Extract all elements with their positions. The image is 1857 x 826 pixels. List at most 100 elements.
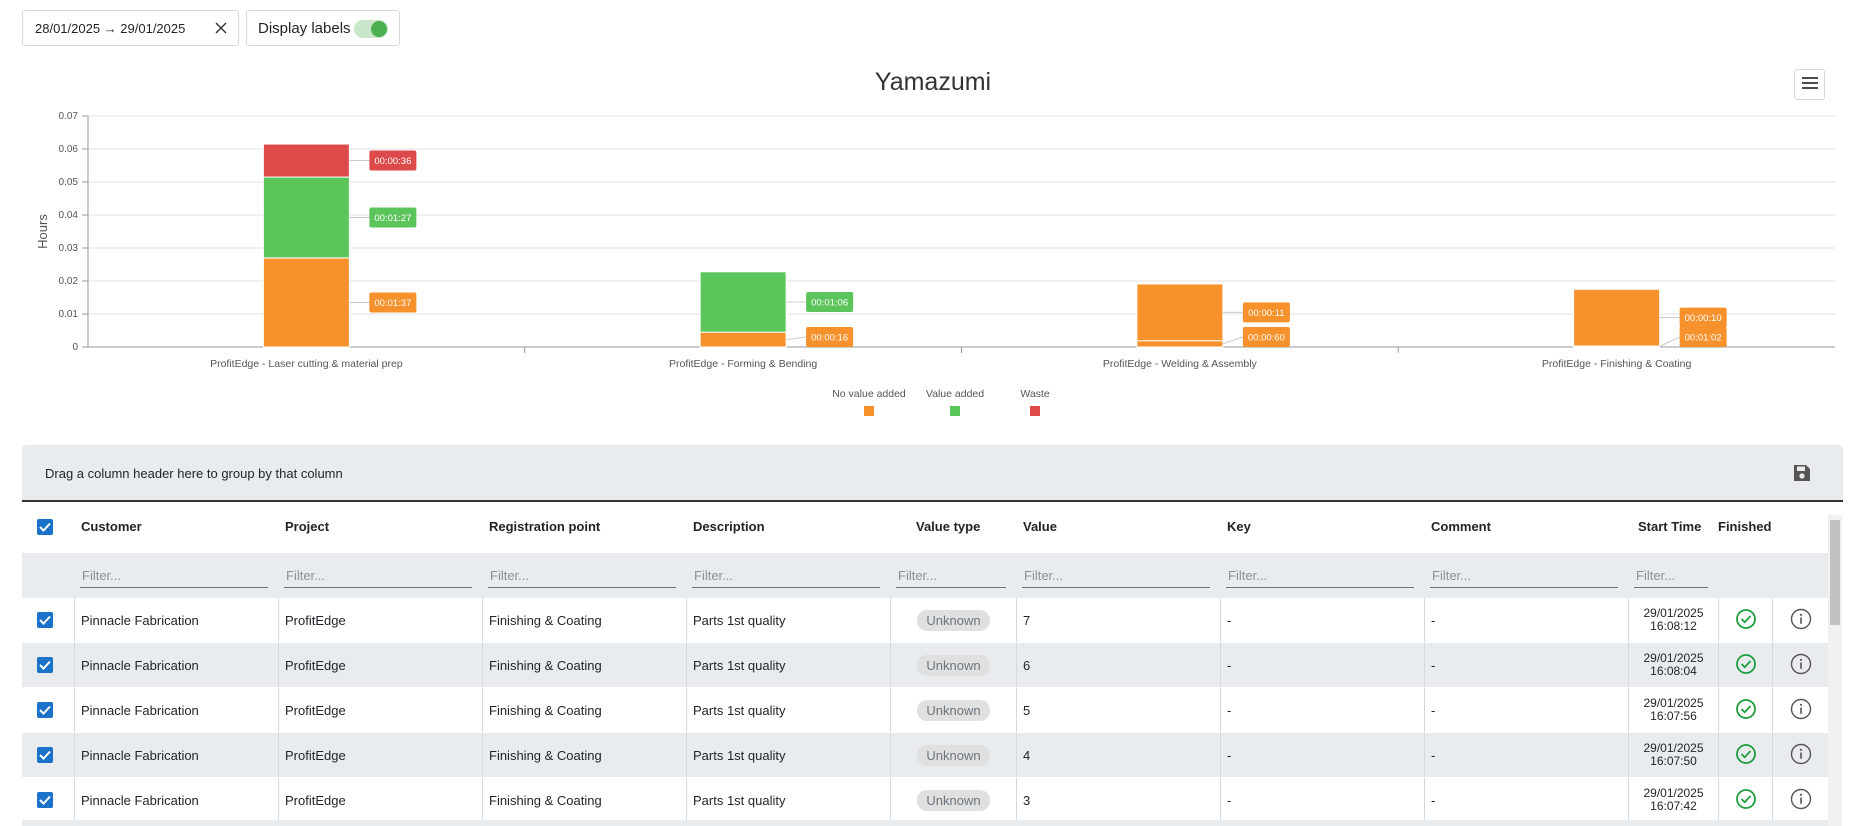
column-header-label: Value: [1023, 519, 1057, 534]
filter-input-value-type[interactable]: [896, 563, 1006, 588]
cell-text: Parts 1st quality: [693, 702, 786, 718]
cell-text: Parts 1st quality: [693, 747, 786, 763]
cell-start-time: 29/01/2025 16:07:42: [1628, 778, 1718, 822]
cell-text: -: [1431, 657, 1436, 673]
cell-key: -: [1220, 688, 1424, 732]
scrollbar-thumb[interactable]: [1830, 520, 1840, 625]
grid-scrollbar[interactable]: [1828, 515, 1842, 826]
info-icon[interactable]: [1790, 698, 1812, 723]
column-header-key[interactable]: Key: [1221, 504, 1425, 549]
value-type-badge: Unknown: [917, 699, 990, 721]
cell-text: 7: [1023, 612, 1031, 628]
filter-input-customer[interactable]: [80, 563, 268, 588]
cell-text: Finishing & Coating: [489, 612, 602, 628]
filter-input-start[interactable]: [1634, 563, 1708, 588]
table-row[interactable]: Pinnacle Fabrication ProfitEdge Finishing …: [22, 778, 1828, 823]
cell-project: ProfitEdge: [278, 688, 482, 732]
cell-text: Finishing & Coating: [489, 657, 602, 673]
row-checkbox[interactable]: [37, 702, 53, 718]
filter-input-value[interactable]: [1022, 563, 1210, 588]
info-icon[interactable]: [1790, 743, 1812, 768]
x-tick-label: ProfitEdge - Laser cutting & material pr…: [210, 358, 403, 370]
display-labels-switch[interactable]: [354, 20, 388, 38]
table-row[interactable]: Pinnacle Fabrication ProfitEdge Finishing …: [22, 598, 1828, 643]
filter-input-project[interactable]: [284, 563, 472, 588]
row-checkbox[interactable]: [37, 612, 53, 628]
column-header-label: Description: [693, 519, 765, 534]
start-time: 16:07:42: [1650, 799, 1697, 813]
group-by-panel[interactable]: Drag a column header here to group by th…: [22, 445, 1843, 502]
save-icon[interactable]: [1793, 464, 1813, 484]
cell-text: -: [1227, 792, 1232, 808]
column-header-customer[interactable]: Customer: [75, 504, 279, 549]
filter-input-description[interactable]: [692, 563, 880, 588]
cell-project: ProfitEdge: [278, 733, 482, 777]
data-label-connector: [786, 336, 807, 341]
cell-text: 3: [1023, 792, 1031, 808]
x-tick-label: ProfitEdge - Forming & Bending: [669, 358, 817, 370]
cell-value-type: Unknown: [890, 688, 1016, 732]
y-axis-label: Hours: [35, 214, 50, 249]
data-label-box: [369, 207, 417, 228]
cell-value-type: Unknown: [890, 778, 1016, 822]
close-icon[interactable]: [204, 11, 238, 45]
chart-menu-button[interactable]: [1794, 69, 1825, 100]
cell-info: [1772, 778, 1828, 822]
data-label-box: [806, 291, 854, 312]
cell-text: -: [1227, 702, 1232, 718]
info-icon[interactable]: [1790, 608, 1812, 633]
cell-text: Pinnacle Fabrication: [81, 657, 199, 673]
data-label: 00:01:37: [374, 298, 411, 309]
row-checkbox[interactable]: [37, 657, 53, 673]
cell-project: ProfitEdge: [278, 643, 482, 687]
table-row[interactable]: Pinnacle Fabrication ProfitEdge Finishing …: [22, 733, 1828, 778]
column-header-project[interactable]: Project: [279, 504, 483, 549]
info-icon[interactable]: [1790, 788, 1812, 813]
cell-description: Parts 1st quality: [686, 778, 890, 822]
table-row[interactable]: Pinnacle Fabrication ProfitEdge Finishing …: [22, 643, 1828, 688]
column-header-description[interactable]: Description: [687, 504, 891, 549]
filter-input-key[interactable]: [1226, 563, 1414, 588]
column-header-value[interactable]: Value: [1017, 504, 1221, 549]
filter-input-comment[interactable]: [1430, 563, 1618, 588]
cell-text: Pinnacle Fabrication: [81, 792, 199, 808]
start-date: 29/01/2025: [1643, 696, 1704, 710]
column-header-registration-point[interactable]: Registration point: [483, 504, 687, 549]
filter-input-registration-point[interactable]: [488, 563, 676, 588]
cell-start-time: 29/01/2025 16:07:56: [1628, 688, 1718, 732]
filter-cell: [74, 553, 278, 598]
cell-value: 5: [1016, 688, 1220, 732]
cell-text: -: [1227, 747, 1232, 763]
row-checkbox[interactable]: [37, 792, 53, 808]
date-range-picker[interactable]: 28/01/2025 → 29/01/2025: [22, 10, 239, 46]
select-all-checkbox[interactable]: [37, 518, 53, 535]
column-header-start[interactable]: Start Time: [1632, 504, 1722, 549]
bar-segment: [262, 176, 350, 259]
row-select-cell: [37, 778, 53, 822]
check-circle-icon: [1735, 698, 1757, 723]
column-header-label: Customer: [81, 519, 142, 534]
cell-value: 3: [1016, 778, 1220, 822]
cell-text: Pinnacle Fabrication: [81, 747, 199, 763]
cell-description: Parts 1st quality: [686, 643, 890, 687]
column-header-value-type[interactable]: Value type: [910, 504, 1036, 549]
data-label-box: [1242, 302, 1290, 323]
data-label-connector: [1222, 336, 1244, 345]
start-date: 29/01/2025: [1643, 651, 1704, 665]
table-row[interactable]: Pinnacle Fabrication ProfitEdge Finishing …: [22, 688, 1828, 733]
column-header-comment[interactable]: Comment: [1425, 504, 1629, 549]
filter-cell: [686, 553, 890, 598]
check-circle-icon: [1735, 788, 1757, 813]
start-date: 29/01/2025: [1643, 606, 1704, 620]
data-label-box: [1679, 307, 1727, 328]
column-header-finished[interactable]: Finished: [1712, 504, 1771, 549]
cell-description: Parts 1st quality: [686, 688, 890, 732]
group-by-hint: Drag a column header here to group by th…: [45, 466, 343, 481]
bar-segment: [699, 271, 787, 333]
info-icon[interactable]: [1790, 653, 1812, 678]
row-checkbox[interactable]: [37, 747, 53, 763]
filter-cell: [1628, 553, 1718, 598]
select-all-cell: [37, 504, 53, 549]
cell-comment: -: [1424, 598, 1628, 642]
check-circle-icon: [1735, 743, 1757, 768]
